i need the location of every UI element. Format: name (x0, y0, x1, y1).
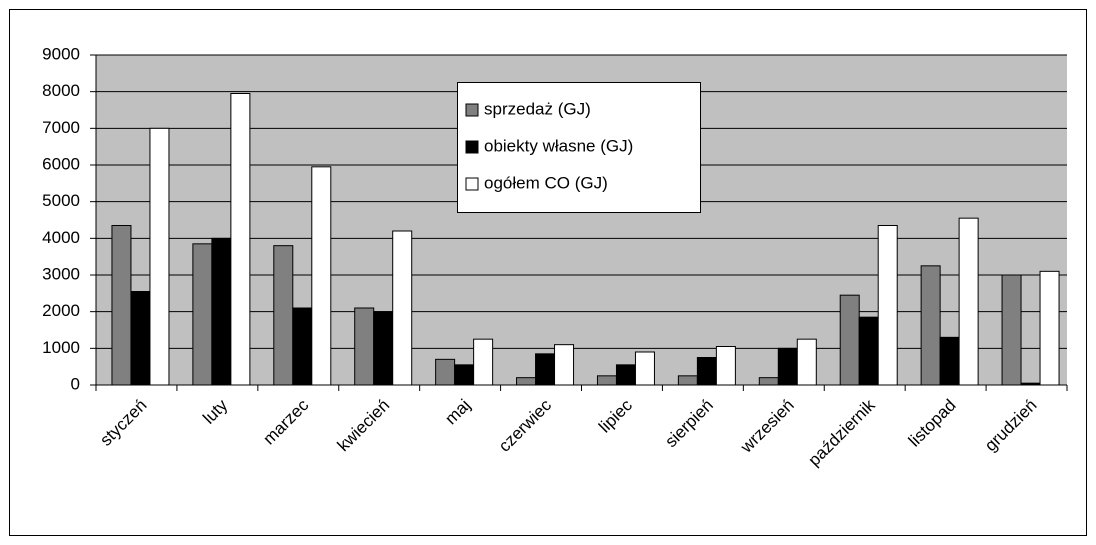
bar (130, 291, 151, 386)
bar (677, 375, 698, 386)
bar (211, 237, 232, 386)
bar (758, 377, 779, 386)
y-tick-label: 7000 (42, 118, 80, 137)
y-tick-label: 2000 (42, 301, 80, 320)
bar (958, 217, 979, 386)
bar (373, 311, 394, 386)
y-tick-label: 5000 (42, 191, 80, 210)
bar (839, 294, 860, 386)
y-tick-label: 1000 (42, 338, 80, 357)
y-tick-label: 4000 (42, 228, 80, 247)
bar (273, 245, 294, 386)
y-tick-label: 6000 (42, 154, 80, 173)
y-tick-label: 0 (71, 374, 80, 393)
bar (877, 225, 898, 386)
y-tick-label: 8000 (42, 81, 80, 100)
bar (149, 127, 170, 386)
bar (392, 230, 413, 386)
bar (777, 347, 798, 386)
bar (111, 225, 132, 386)
legend-label: ogółem CO (GJ) (484, 173, 608, 192)
bar (516, 377, 537, 386)
legend-swatch (465, 177, 479, 191)
y-tick-label: 3000 (42, 264, 80, 283)
bar (1001, 274, 1022, 386)
bar (230, 93, 251, 386)
bar (311, 166, 332, 386)
legend-swatch (465, 103, 479, 117)
bar (939, 336, 960, 386)
bar (192, 243, 213, 386)
bar (1039, 270, 1060, 386)
y-tick-label: 9000 (42, 44, 80, 63)
bar (858, 316, 879, 386)
bar (796, 338, 817, 386)
bar (920, 265, 941, 386)
bar (554, 344, 575, 386)
bar (596, 375, 617, 386)
bar (715, 346, 736, 386)
legend-box (457, 82, 701, 213)
bar (435, 358, 456, 386)
bar (535, 353, 556, 386)
bar (473, 338, 494, 386)
bar (615, 364, 636, 386)
bar (696, 357, 717, 386)
legend-label: obiekty własne (GJ) (484, 136, 633, 155)
legend-label: sprzedaż (GJ) (484, 99, 591, 118)
bar (634, 351, 655, 386)
bar (454, 364, 475, 386)
legend-swatch (465, 140, 479, 154)
bar (354, 307, 375, 386)
bar (292, 307, 313, 386)
